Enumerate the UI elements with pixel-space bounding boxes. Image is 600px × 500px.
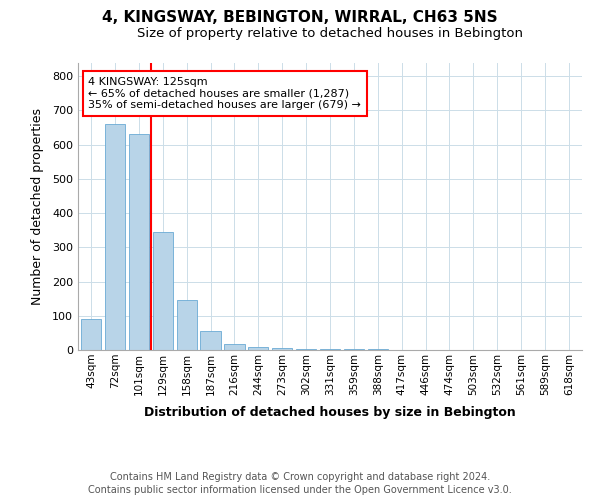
Bar: [129, 134, 149, 350]
Bar: [105, 124, 125, 350]
Bar: [320, 349, 340, 350]
Text: 4 KINGSWAY: 125sqm
← 65% of detached houses are smaller (1,287)
35% of semi-deta: 4 KINGSWAY: 125sqm ← 65% of detached hou…: [88, 77, 361, 110]
Title: Size of property relative to detached houses in Bebington: Size of property relative to detached ho…: [137, 28, 523, 40]
Y-axis label: Number of detached properties: Number of detached properties: [31, 108, 44, 304]
Text: 4, KINGSWAY, BEBINGTON, WIRRAL, CH63 5NS: 4, KINGSWAY, BEBINGTON, WIRRAL, CH63 5NS: [102, 10, 498, 25]
X-axis label: Distribution of detached houses by size in Bebington: Distribution of detached houses by size …: [144, 406, 516, 419]
Bar: [272, 348, 292, 350]
Text: Contains HM Land Registry data © Crown copyright and database right 2024.: Contains HM Land Registry data © Crown c…: [110, 472, 490, 482]
Bar: [176, 300, 197, 350]
Bar: [224, 344, 245, 350]
Text: Contains public sector information licensed under the Open Government Licence v3: Contains public sector information licen…: [88, 485, 512, 495]
Bar: [152, 232, 173, 350]
Bar: [248, 346, 268, 350]
Bar: [200, 331, 221, 350]
Bar: [81, 319, 101, 350]
Bar: [296, 348, 316, 350]
